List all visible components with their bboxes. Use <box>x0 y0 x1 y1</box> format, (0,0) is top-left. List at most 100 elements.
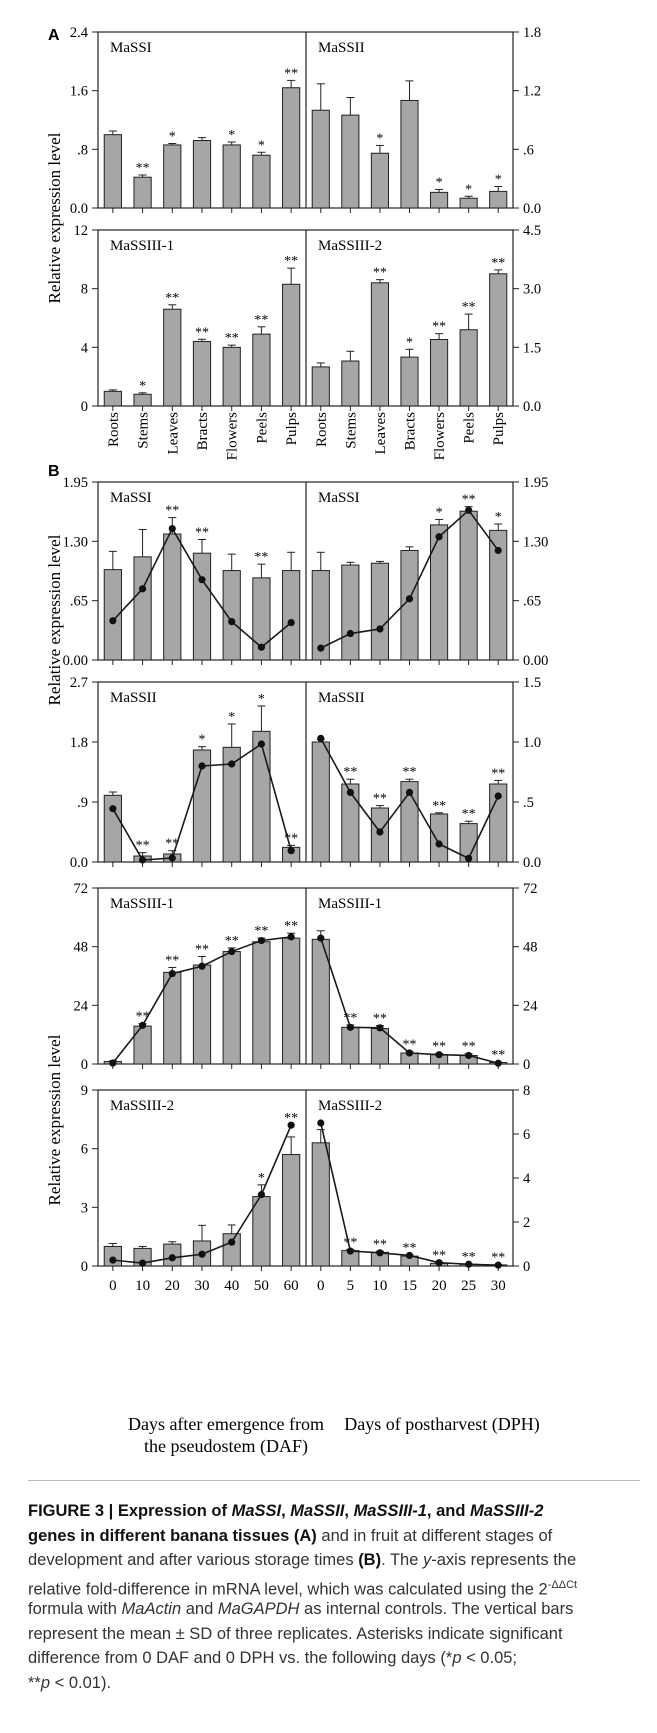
significance-marker: ** <box>136 161 150 176</box>
y-tick-label: 1.0 <box>523 735 541 751</box>
chart-title: MaSSIII-2 <box>110 1098 174 1114</box>
significance-marker: * <box>199 733 206 748</box>
caption-segment: represent the mean ± SD of three replica… <box>28 1624 563 1643</box>
caption-segment: p <box>452 1649 462 1667</box>
trend-point <box>376 1249 384 1257</box>
y-tick-label: 0 <box>81 1057 88 1073</box>
panel-letter-b: B <box>48 463 60 480</box>
x-tick-label: Peels <box>254 412 270 444</box>
significance-marker: * <box>258 692 265 707</box>
trend-point <box>346 788 354 797</box>
y-tick-label: 72 <box>74 881 89 897</box>
chart-b-massi-0: MaSSI 0.00 .65 1.30 1.95 ** ** ** <box>63 475 301 669</box>
y-tick-label: 48 <box>74 940 89 956</box>
trend-point <box>405 1049 414 1057</box>
y-tick-label: 1.6 <box>70 84 88 100</box>
significance-marker: * <box>465 182 472 197</box>
y-tick-label: .8 <box>77 142 88 158</box>
significance-marker: ** <box>136 839 150 854</box>
caption-segment: development and after various storage ti… <box>28 1551 359 1569</box>
significance-marker: ** <box>254 313 268 328</box>
chart-b-massiii-1-0: MaSSIII-1 0 24 48 72 ** ** ** ** ** ** <box>74 881 301 1073</box>
significance-marker: * <box>376 131 383 146</box>
bar <box>222 570 241 661</box>
significance-marker: ** <box>343 765 357 780</box>
caption-segment: and in fruit at different stages of <box>316 1526 553 1545</box>
x-tick-label: Flowers <box>225 412 241 460</box>
y-tick-label: .65 <box>70 594 88 610</box>
trend-point <box>494 1261 502 1269</box>
caption-segment: difference from 0 DAF and 0 DPH vs. the … <box>28 1649 453 1667</box>
significance-marker: ** <box>225 934 239 949</box>
bar <box>311 366 330 407</box>
significance-marker: ** <box>432 1249 446 1264</box>
caption-segment: MaActin <box>121 1600 182 1618</box>
caption-segment: MaSSIII-1 <box>353 1502 427 1520</box>
bar <box>252 154 271 209</box>
caption-segment: formula with <box>28 1600 122 1618</box>
trend-point <box>198 576 206 584</box>
significance-marker: ** <box>165 291 179 306</box>
x-tick-label: 10 <box>372 1278 387 1294</box>
bar <box>163 144 182 209</box>
x-tick-label: Stems <box>136 412 152 449</box>
y-tick-label: .65 <box>523 594 541 610</box>
trend-point <box>228 618 236 626</box>
significance-marker: ** <box>195 942 209 957</box>
caption-segment: relative fold-difference in mRNA level, … <box>28 1580 548 1598</box>
significance-marker: * <box>436 505 443 520</box>
significance-marker: ** <box>403 1241 417 1256</box>
significance-marker: ** <box>403 1038 417 1053</box>
y-axis-label-b2: Relative expression level <box>45 1034 64 1205</box>
trend-point <box>465 1260 473 1268</box>
trend-point <box>376 1024 384 1032</box>
bar <box>459 510 478 661</box>
significance-marker: ** <box>136 1010 150 1025</box>
trend-point <box>405 788 414 797</box>
x-tick-label: 20 <box>165 1278 180 1294</box>
caption-segment: MaSSII <box>290 1502 345 1520</box>
trend-point <box>138 856 147 864</box>
trend-point <box>287 847 295 855</box>
y-tick-label: .5 <box>523 795 534 811</box>
bar <box>222 144 241 209</box>
x-tick-label: 0 <box>109 1278 117 1294</box>
caption-line: **p < 0.01). <box>28 1672 638 1694</box>
x-tick-label: Stems <box>343 412 359 449</box>
significance-marker: * <box>258 138 265 153</box>
caption-segment: MaGAPDH <box>217 1600 300 1618</box>
y-tick-label: 2.7 <box>70 675 88 691</box>
bar <box>341 360 360 407</box>
bar <box>163 308 182 407</box>
y-tick-label: 12 <box>74 223 89 239</box>
bar <box>429 191 449 209</box>
y-tick-label: 0.0 <box>523 399 541 415</box>
significance-marker: ** <box>373 1012 387 1027</box>
caption-line: development and after various storage ti… <box>28 1549 638 1571</box>
significance-marker: ** <box>284 919 298 934</box>
caption-line: represent the mean ± SD of three replica… <box>28 1623 638 1645</box>
y-tick-label: 8 <box>523 1083 530 1099</box>
trend-point <box>465 854 473 863</box>
trend-point <box>228 760 236 768</box>
bar <box>163 533 182 661</box>
significance-marker: ** <box>491 256 505 271</box>
trend-point <box>465 506 473 514</box>
trend-point <box>168 1254 176 1262</box>
caption-line: formula with MaActin and MaGAPDH as inte… <box>28 1598 638 1620</box>
significance-marker: ** <box>462 1040 476 1055</box>
x-tick-label: Peels <box>462 412 478 444</box>
bar <box>163 971 182 1065</box>
caption-segment: , <box>344 1502 354 1520</box>
trend-point <box>346 1023 354 1031</box>
bar <box>489 190 508 209</box>
bar <box>489 273 508 407</box>
significance-marker: ** <box>284 254 298 269</box>
significance-marker: ** <box>284 831 298 846</box>
y-tick-label: 9 <box>81 1083 88 1099</box>
x-tick-label: 40 <box>224 1278 239 1294</box>
y-tick-label: 1.8 <box>523 25 541 41</box>
